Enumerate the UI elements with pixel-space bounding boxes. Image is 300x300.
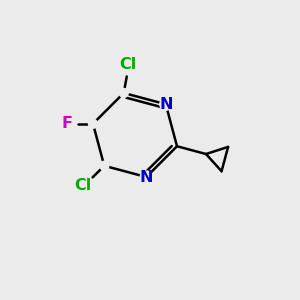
Circle shape: [160, 98, 172, 110]
Text: N: N: [159, 97, 172, 112]
Circle shape: [100, 161, 109, 170]
Circle shape: [140, 171, 152, 183]
Text: Cl: Cl: [74, 178, 92, 194]
Circle shape: [88, 119, 98, 128]
Text: N: N: [140, 169, 153, 184]
Circle shape: [119, 88, 128, 98]
Text: Cl: Cl: [119, 57, 136, 72]
Text: F: F: [61, 116, 72, 131]
